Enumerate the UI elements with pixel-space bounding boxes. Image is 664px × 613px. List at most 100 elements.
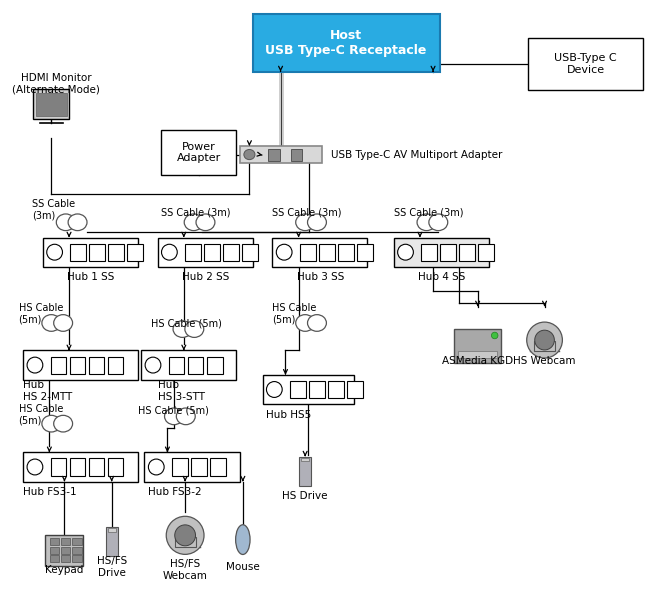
Bar xyxy=(61,538,70,545)
Ellipse shape xyxy=(56,214,75,230)
Ellipse shape xyxy=(185,321,204,337)
Ellipse shape xyxy=(54,314,72,331)
Text: HS Cable
(5m): HS Cable (5m) xyxy=(272,303,317,325)
Bar xyxy=(394,238,489,267)
Text: Hub 1 SS: Hub 1 SS xyxy=(67,272,114,282)
Bar xyxy=(61,555,70,562)
Bar xyxy=(240,146,321,163)
Bar xyxy=(50,459,66,476)
Bar xyxy=(157,238,253,267)
Text: Keypad: Keypad xyxy=(45,565,84,575)
Bar xyxy=(108,243,124,261)
Bar xyxy=(188,357,203,374)
Bar xyxy=(36,93,67,116)
Bar xyxy=(72,547,82,554)
Bar xyxy=(242,243,258,261)
Text: SS Cable (3m): SS Cable (3m) xyxy=(161,208,230,218)
Bar xyxy=(319,243,335,261)
Text: HS Webcam: HS Webcam xyxy=(513,356,576,367)
Bar xyxy=(23,452,138,482)
Text: Hub
HS 3-STT: Hub HS 3-STT xyxy=(157,380,205,402)
Bar xyxy=(223,243,239,261)
Ellipse shape xyxy=(166,516,204,554)
Bar xyxy=(33,89,69,118)
Bar xyxy=(204,243,220,261)
Bar xyxy=(161,129,236,175)
Ellipse shape xyxy=(46,244,62,260)
Text: HDMI Monitor
(Alternate Mode): HDMI Monitor (Alternate Mode) xyxy=(12,73,100,94)
Ellipse shape xyxy=(491,332,498,339)
Bar xyxy=(23,351,138,379)
Ellipse shape xyxy=(145,357,161,373)
Ellipse shape xyxy=(27,357,42,373)
Ellipse shape xyxy=(175,525,195,546)
Bar xyxy=(50,538,59,545)
Bar xyxy=(89,459,104,476)
Bar xyxy=(309,381,325,398)
Text: HS Cable (5m): HS Cable (5m) xyxy=(138,406,208,416)
Bar xyxy=(338,243,354,261)
Ellipse shape xyxy=(161,244,177,260)
Bar xyxy=(478,243,494,261)
Text: HS Cable (5m): HS Cable (5m) xyxy=(151,319,222,329)
Ellipse shape xyxy=(307,214,327,230)
Ellipse shape xyxy=(54,416,72,432)
Bar xyxy=(291,148,303,161)
Text: ASMedia KGD: ASMedia KGD xyxy=(442,356,513,367)
Ellipse shape xyxy=(27,459,42,475)
Bar xyxy=(191,459,207,476)
Ellipse shape xyxy=(266,381,282,397)
Ellipse shape xyxy=(236,525,250,555)
Text: Mouse: Mouse xyxy=(226,562,260,572)
Ellipse shape xyxy=(42,314,61,331)
Bar xyxy=(299,457,311,486)
Bar xyxy=(421,243,437,261)
Text: Hub HS5: Hub HS5 xyxy=(266,409,311,419)
Text: SS Cable
(3m): SS Cable (3m) xyxy=(32,199,75,221)
Bar xyxy=(268,148,280,161)
Bar xyxy=(108,459,124,476)
Text: Hub FS3-1: Hub FS3-1 xyxy=(23,487,77,497)
Ellipse shape xyxy=(244,150,255,159)
Bar xyxy=(262,375,355,404)
Bar xyxy=(175,537,196,547)
Ellipse shape xyxy=(429,214,448,230)
Ellipse shape xyxy=(148,459,164,475)
Bar xyxy=(70,243,86,261)
Bar xyxy=(172,459,188,476)
Bar xyxy=(459,243,475,261)
Bar xyxy=(272,238,367,267)
Bar xyxy=(169,357,185,374)
Text: Hub FS3-2: Hub FS3-2 xyxy=(148,487,201,497)
Bar xyxy=(328,381,344,398)
Text: SS Cable (3m): SS Cable (3m) xyxy=(394,208,463,218)
Ellipse shape xyxy=(295,214,315,230)
Bar xyxy=(440,243,456,261)
Bar xyxy=(50,555,59,562)
Bar xyxy=(45,535,84,566)
Bar xyxy=(357,243,373,261)
Bar xyxy=(72,538,82,545)
Text: USB-Type C
Device: USB-Type C Device xyxy=(554,53,617,75)
Bar xyxy=(90,243,105,261)
Ellipse shape xyxy=(42,416,61,432)
Text: SS Cable (3m): SS Cable (3m) xyxy=(272,208,342,218)
Bar xyxy=(347,381,363,398)
Text: Power
Adapter: Power Adapter xyxy=(177,142,220,163)
Bar xyxy=(89,357,104,374)
Bar xyxy=(127,243,143,261)
Bar xyxy=(106,527,118,556)
Ellipse shape xyxy=(68,214,87,230)
Bar xyxy=(61,547,70,554)
Ellipse shape xyxy=(165,408,183,425)
Text: Hub
HS 2-MTT: Hub HS 2-MTT xyxy=(23,380,72,402)
Ellipse shape xyxy=(398,244,414,260)
Text: Hub 3 SS: Hub 3 SS xyxy=(297,272,344,282)
Ellipse shape xyxy=(184,214,203,230)
Text: HS Drive: HS Drive xyxy=(282,490,328,501)
Ellipse shape xyxy=(535,330,554,350)
Ellipse shape xyxy=(177,408,195,425)
Bar xyxy=(70,459,86,476)
Bar xyxy=(50,357,66,374)
Text: Hub 4 SS: Hub 4 SS xyxy=(418,272,465,282)
